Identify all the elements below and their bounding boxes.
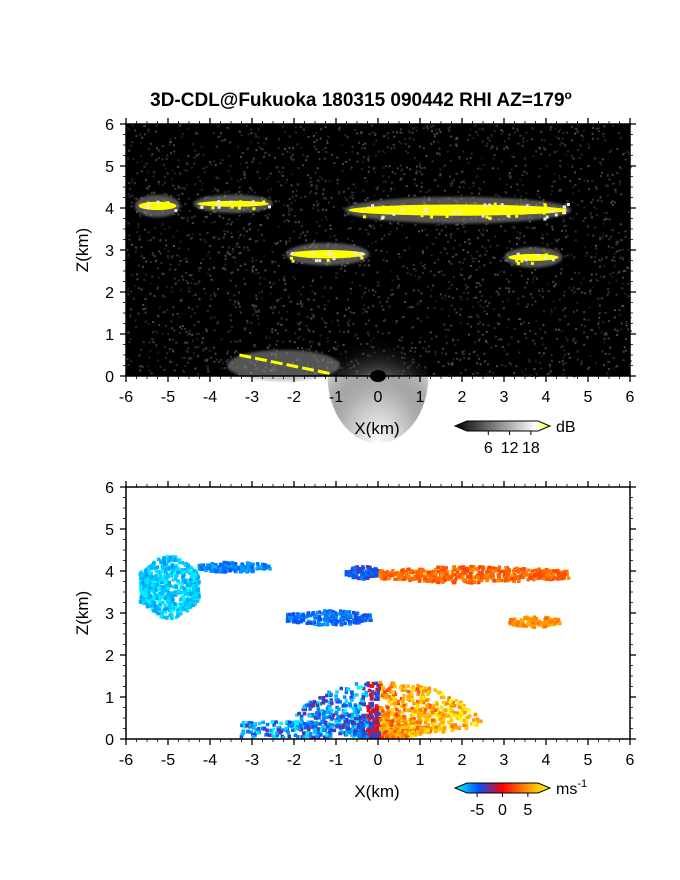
velocity-colorbar-tick-label: -5: [470, 802, 484, 819]
velocity-x-tick-label: 3: [500, 752, 509, 769]
snr-y-axis-label: Z(km): [73, 228, 92, 272]
snr-y-tick-label: 3: [105, 243, 114, 260]
snr-y-tick-label: 4: [105, 201, 114, 218]
velocity-x-axis-label: X(km): [354, 782, 399, 801]
velocity-y-axis-label: Z(km): [73, 591, 92, 635]
velocity-y-tick-label: 6: [105, 480, 114, 497]
velocity-x-tick-label: -5: [161, 752, 175, 769]
snr-x-tick-label: -4: [203, 389, 217, 406]
snr-y-tick-label: 6: [105, 117, 114, 134]
velocity-layer-1: [197, 560, 272, 574]
velocity-colorbar-bar: [453, 782, 552, 794]
velocity-colorbar-tick-label: 5: [523, 802, 532, 819]
velocity-layer-4: [285, 609, 373, 627]
velocity-x-tick-label: -4: [203, 752, 217, 769]
velocity-y-tick-label: 1: [105, 690, 114, 707]
velocity-x-tick-label: 6: [626, 752, 635, 769]
velocity-colorbar-unit: ms-1: [556, 778, 587, 798]
snr-x-tick-label: 0: [374, 389, 383, 406]
velocity-y-tick-label: 5: [105, 522, 114, 539]
velocity-x-tick-label: -2: [287, 752, 301, 769]
velocity-x-tick-label: 4: [542, 752, 551, 769]
velocity-y-tick-label: 0: [105, 732, 114, 749]
snr-x-tick-label: 5: [584, 389, 593, 406]
snr-colorbar-unit: dB: [556, 419, 576, 436]
figure-title-text: 3D-CDL@Fukuoka 180315 090442 RHI AZ=179: [150, 90, 564, 111]
snr-colorbar-tick-label: 12: [501, 440, 519, 457]
velocity-x-tick-label: 1: [416, 752, 425, 769]
velocity-x-tick-label: 2: [458, 752, 467, 769]
velocity-x-tick-label: -6: [119, 752, 133, 769]
velocity-colorbar: -5 0 5 ms-1: [453, 778, 587, 819]
velocity-x-tick-label: -3: [245, 752, 259, 769]
snr-x-tick-label: 4: [542, 389, 551, 406]
snr-x-tick-label: 3: [500, 389, 509, 406]
velocity-colorbar-tick-label: 0: [498, 802, 507, 819]
velocity-layer-6: [239, 680, 483, 740]
velocity-plot-area: [126, 487, 630, 740]
velocity-panel: -6 -5 -4 -3 -2 -1 0 1 2 3 4 5 6 0 1 2 3 4 5 6 X(km) Z(km) -…: [73, 480, 636, 819]
snr-x-axis-label: X(km): [354, 419, 399, 438]
velocity-layer-5: [508, 615, 562, 629]
figure-title: 3D-CDL@Fukuoka 180315 090442 RHI AZ=179o: [150, 88, 572, 111]
velocity-axes: -6 -5 -4 -3 -2 -1 0 1 2 3 4 5 6 0 1 2 3 4 5 6: [105, 480, 636, 769]
snr-x-tick-label: -1: [329, 389, 343, 406]
velocity-y-tick-label: 4: [105, 564, 114, 581]
velocity-y-tick-label: 2: [105, 648, 114, 665]
snr-x-tick-label: -5: [161, 389, 175, 406]
snr-x-tick-label: -3: [245, 389, 259, 406]
velocity-y-tick-label: 3: [105, 606, 114, 623]
snr-layer-2: [348, 204, 567, 216]
snr-colorbar-tick-label: 18: [522, 440, 540, 457]
velocity-layer-3: [378, 564, 571, 585]
snr-y-tick-label: 1: [105, 327, 114, 344]
snr-axes: -6 -5 -4 -3 -2 -1 0 1 2 3 4 5 6 0 1 2 3 4 5 6: [105, 117, 636, 406]
snr-colorbar-bar: [453, 420, 552, 432]
snr-x-tick-label: 6: [626, 389, 635, 406]
velocity-x-tick-label: 5: [584, 752, 593, 769]
snr-y-tick-label: 5: [105, 159, 114, 176]
snr-colorbar-tick-label: 6: [484, 440, 493, 457]
snr-colorbar: 6 12 18 dB: [453, 419, 576, 457]
snr-x-tick-label: 2: [458, 389, 467, 406]
snr-y-tick-label: 0: [105, 369, 114, 386]
snr-y-tick-label: 2: [105, 285, 114, 302]
snr-x-tick-label: -2: [287, 389, 301, 406]
velocity-x-tick-label: 0: [374, 752, 383, 769]
snr-x-tick-label: -6: [119, 389, 133, 406]
velocity-layer-0: [138, 555, 201, 620]
velocity-x-tick-label: -1: [329, 752, 343, 769]
figure-title-degree: o: [565, 88, 572, 102]
snr-x-tick-label: 1: [416, 389, 425, 406]
velocity-plot-background: [126, 487, 630, 739]
